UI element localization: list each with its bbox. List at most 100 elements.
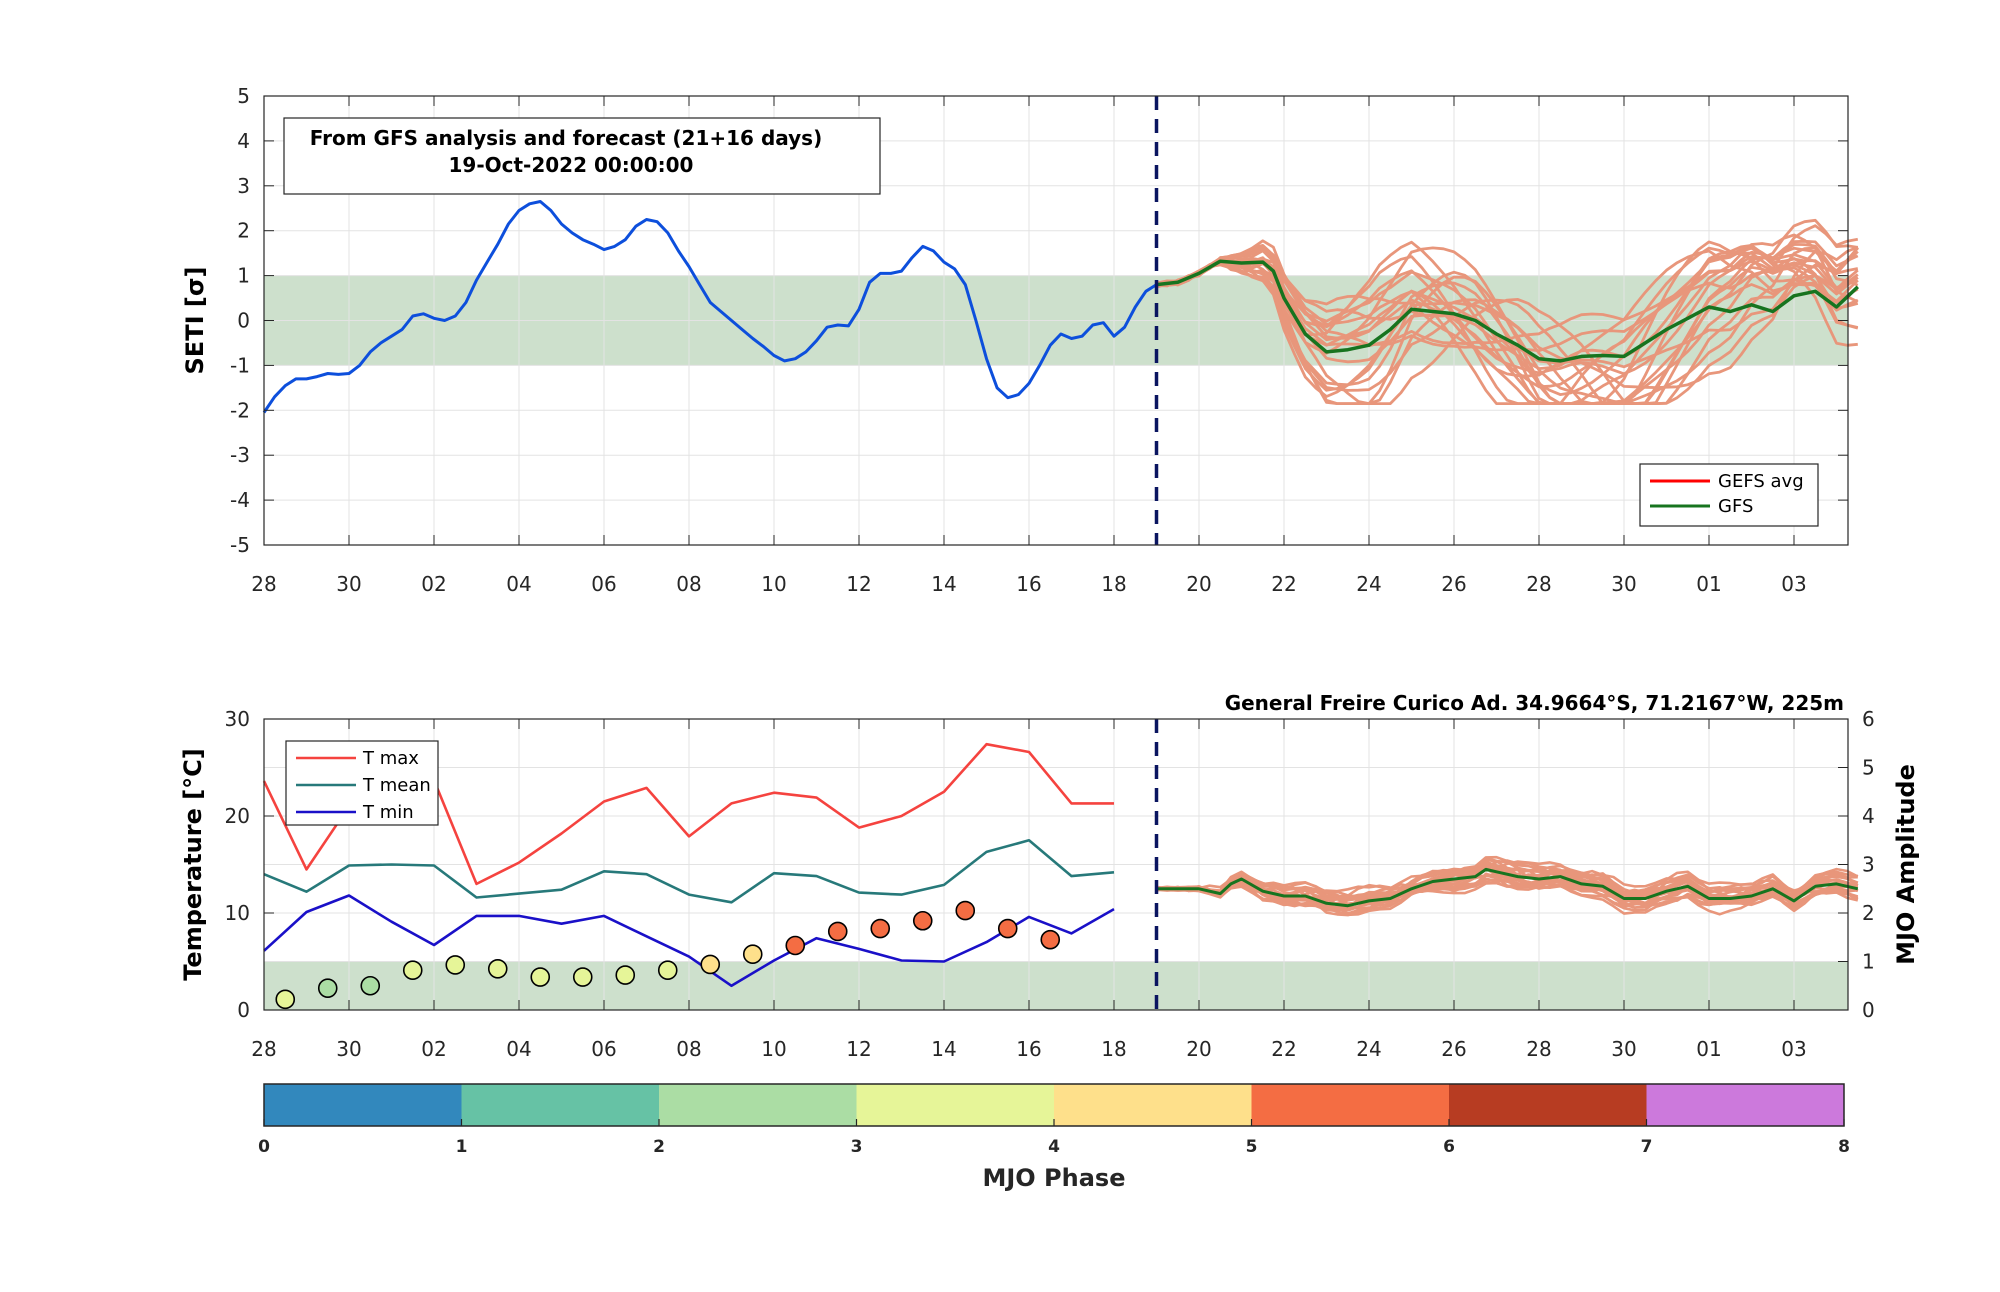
temperature-xtick-label: 03 <box>1781 1037 1806 1061</box>
seti-ytick-label: -3 <box>230 443 250 467</box>
mjo-amplitude-yticklabels: 6 5 4 3 2 1 0 <box>1862 707 1875 1022</box>
colorbar-tick-label: 6 <box>1443 1137 1455 1157</box>
seti-analysis-line <box>262 200 1158 414</box>
mjo-phase-dot <box>955 900 976 921</box>
seti-ensemble-member <box>1156 258 1859 405</box>
seti-ensemble-member <box>1156 248 1859 370</box>
temperature-ytick-label: 0 <box>237 998 250 1022</box>
seti-ytick-label: 3 <box>237 174 250 198</box>
t-min-line <box>263 894 1115 988</box>
seti-xtick-label: 18 <box>1101 572 1126 596</box>
temperature-xtick-label: 30 <box>336 1037 361 1061</box>
temperature-xtick-label: 10 <box>761 1037 786 1061</box>
mjo-amplitude-member <box>1156 875 1859 906</box>
legend-t-max-label: T max <box>362 748 419 769</box>
seti-xtick-label: 22 <box>1271 572 1296 596</box>
amplitude-ytick-label: 0 <box>1862 998 1875 1022</box>
legend-t-mean-label: T mean <box>362 775 431 796</box>
temperature-yticklabels: 30 20 10 0 <box>225 707 250 1022</box>
seti-xtick-label: 30 <box>336 572 361 596</box>
mjo-phase-dot <box>785 935 806 956</box>
mjo-phase-dot <box>742 944 763 965</box>
mjo-amplitude-ensemble <box>1156 855 1859 917</box>
mjo-amplitude-band <box>264 961 1848 1010</box>
seti-xtick-label: 16 <box>1016 572 1041 596</box>
seti-xtick-label: 28 <box>251 572 276 596</box>
mjo-phase-dot <box>487 958 508 979</box>
seti-annotation-box: From GFS analysis and forecast (21+16 da… <box>283 117 881 195</box>
colorbar-tick-label: 7 <box>1641 1137 1653 1157</box>
seti-xtick-label: 24 <box>1356 572 1381 596</box>
seti-xtick-label: 10 <box>761 572 786 596</box>
seti-ensemble-members <box>1155 218 1859 405</box>
seti-xticklabels: 28 30 02 04 06 08 10 12 14 16 18 20 22 24 26 28 30 01 03 <box>251 572 1806 596</box>
seti-xtick-label: 03 <box>1781 572 1806 596</box>
colorbar-cell <box>1054 1084 1252 1126</box>
mjo-amplitude-ylabel: MJO Amplitude <box>1892 764 1920 965</box>
mjo-phase-dot <box>912 910 933 931</box>
temperature-xtick-label: 20 <box>1186 1037 1211 1061</box>
legend-gefs-avg-label: GEFS avg <box>1718 471 1804 492</box>
colorbar-tick-label: 5 <box>1246 1137 1258 1157</box>
temperature-xtick-label: 14 <box>931 1037 956 1061</box>
mjo-phase-dot <box>402 960 423 981</box>
temperature-xtick-label: 22 <box>1271 1037 1296 1061</box>
mjo-phase-dot <box>572 967 593 987</box>
colorbar-cell <box>264 1084 462 1126</box>
legend-t-min-label: T min <box>362 802 414 823</box>
seti-xtick-label: 04 <box>506 572 531 596</box>
colorbar-cell <box>856 1084 1055 1126</box>
seti-xtick-label: 30 <box>1611 572 1636 596</box>
mjo-phase-points <box>275 900 1061 1010</box>
colorbar-label: MJO Phase <box>982 1164 1125 1192</box>
temperature-xtick-label: 18 <box>1101 1037 1126 1061</box>
temperature-xticklabels: 28 30 02 04 06 08 10 12 14 16 18 20 22 24 26 28 30 01 03 <box>251 1037 1806 1061</box>
amplitude-ytick-label: 2 <box>1862 901 1875 925</box>
temperature-xtick-label: 24 <box>1356 1037 1381 1061</box>
temperature-ytick-label: 30 <box>225 707 250 731</box>
temperature-xtick-label: 16 <box>1016 1037 1041 1061</box>
seti-ytick-label: 1 <box>237 264 250 288</box>
mjo-phase-dot <box>1040 929 1061 950</box>
mjo-phase-dot <box>615 965 636 985</box>
colorbar-tick-label: 8 <box>1838 1137 1850 1157</box>
seti-xtick-label: 14 <box>931 572 956 596</box>
seti-ytick-label: -4 <box>230 488 250 512</box>
seti-xtick-label: 12 <box>846 572 871 596</box>
mjo-phase-dot <box>530 967 551 987</box>
amplitude-ytick-label: 4 <box>1862 804 1875 828</box>
colorbar-cells <box>264 1084 1845 1126</box>
mjo-phase-dot <box>827 921 848 942</box>
temperature-xtick-label: 01 <box>1696 1037 1721 1061</box>
seti-ensemble-member <box>1156 239 1859 378</box>
seti-ytick-label: 0 <box>237 309 250 333</box>
temperature-xtick-label: 28 <box>1526 1037 1551 1061</box>
colorbar-cell <box>461 1084 660 1126</box>
mjo-amplitude-member <box>1156 877 1858 910</box>
temperature-xtick-label: 08 <box>676 1037 701 1061</box>
station-title: General Freire Curico Ad. 34.9664°S, 71.… <box>1225 691 1844 715</box>
colorbar-tick-label: 4 <box>1048 1137 1060 1157</box>
seti-xtick-label: 06 <box>591 572 616 596</box>
mjo-phase-colorbar: 0 1 2 3 4 5 6 7 8 MJO Phase <box>258 1083 1850 1192</box>
seti-annotation-line1: From GFS analysis and forecast (21+16 da… <box>310 126 822 150</box>
seti-ytick-label: -2 <box>230 398 250 422</box>
temperature-legend: T max T mean T min <box>285 740 439 826</box>
mjo-phase-dot <box>700 954 721 975</box>
seti-ensemble-member <box>1156 240 1859 405</box>
mjo-phase-dot <box>317 978 338 998</box>
temperature-ytick-label: 20 <box>225 804 250 828</box>
seti-gfs-line <box>1156 259 1860 363</box>
amplitude-ytick-label: 3 <box>1862 853 1875 877</box>
temperature-ytick-label: 10 <box>225 901 250 925</box>
seti-ytick-label: -1 <box>230 353 250 377</box>
temperature-xtick-label: 06 <box>591 1037 616 1061</box>
amplitude-ytick-label: 1 <box>1862 950 1875 974</box>
seti-ytick-label: 2 <box>237 219 250 243</box>
seti-ticks <box>263 95 1848 546</box>
mjo-phase-dot <box>445 955 466 975</box>
colorbar-cell <box>1646 1084 1845 1126</box>
colorbar-tick-label: 0 <box>258 1137 270 1157</box>
